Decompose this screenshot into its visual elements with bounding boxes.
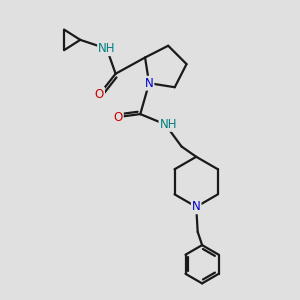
Text: N: N (192, 200, 201, 213)
Text: O: O (114, 110, 123, 124)
Text: NH: NH (98, 42, 116, 55)
Text: N: N (145, 77, 154, 90)
Text: O: O (95, 88, 104, 101)
Text: NH: NH (160, 118, 177, 131)
